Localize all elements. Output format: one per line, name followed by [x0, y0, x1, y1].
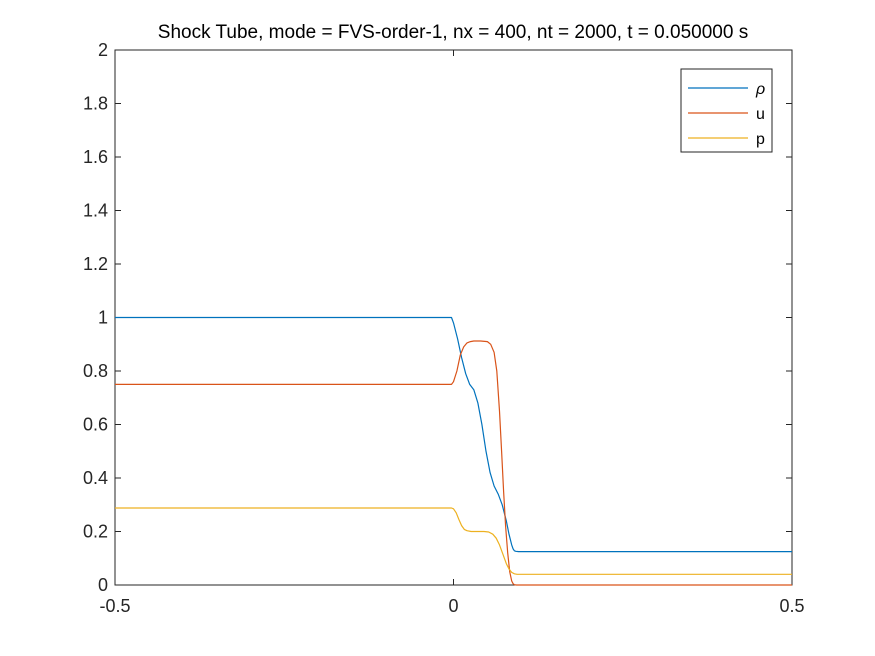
- y-tick-label: 1: [98, 308, 108, 328]
- x-tick-label: 0.5: [779, 596, 804, 616]
- legend: ρup: [680, 68, 773, 153]
- y-tick-label: 0.8: [83, 361, 108, 381]
- y-tick-label: 1.8: [83, 94, 108, 114]
- series-line-2: [115, 340, 792, 586]
- legend-label: ρ: [755, 81, 765, 98]
- chart-title: Shock Tube, mode = FVS-order-1, nx = 400…: [158, 22, 748, 43]
- y-tick-label: 0.4: [83, 468, 108, 488]
- series-line-1: [115, 316, 792, 553]
- y-tick-label: 1.2: [83, 254, 108, 274]
- legend-label: p: [756, 131, 765, 148]
- series-line-3: [115, 507, 792, 575]
- x-tick-label: 0: [448, 596, 458, 616]
- y-tick-label: 2: [98, 40, 108, 60]
- legend-label: u: [756, 106, 765, 123]
- x-tick-label: -0.5: [99, 596, 130, 616]
- y-tick-label: 0: [98, 575, 108, 595]
- y-tick-label: 1.6: [83, 147, 108, 167]
- series-layer: [115, 316, 792, 586]
- y-tick-label: 0.6: [83, 415, 108, 435]
- y-tick-label: 1.4: [83, 201, 108, 221]
- y-tick-label: 0.2: [83, 522, 108, 542]
- axis-ticks: -0.5 0 0.500.20.40.60.811.21.41.61.82: [83, 40, 805, 616]
